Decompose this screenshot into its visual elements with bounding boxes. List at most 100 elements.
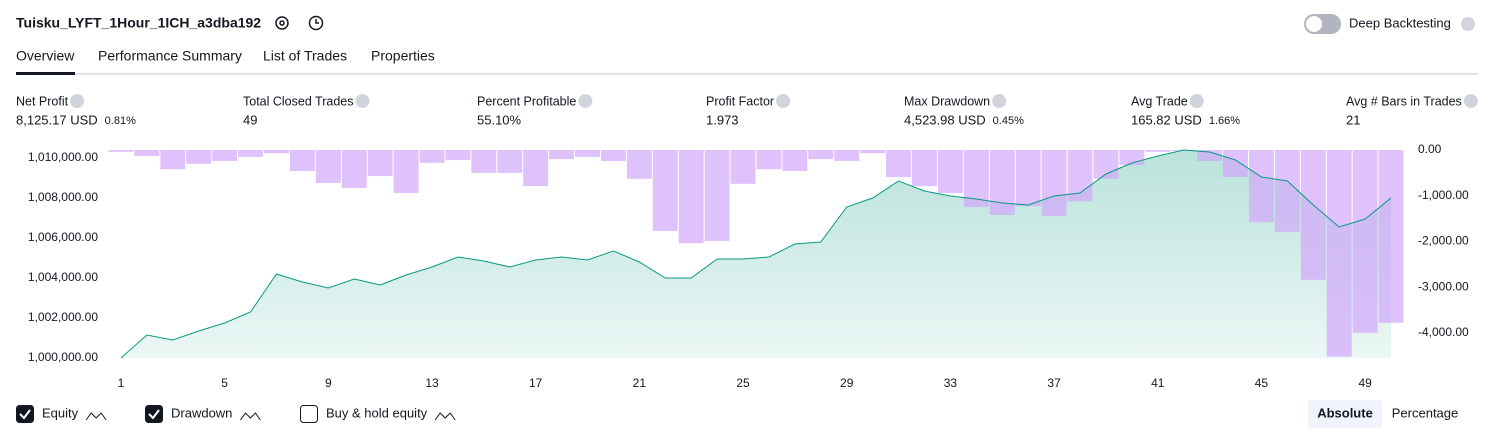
drawdown-bar (808, 150, 834, 160)
tab[interactable]: Overview (16, 48, 75, 64)
drawdown-bar (756, 150, 782, 170)
settings-icon[interactable] (275, 16, 289, 30)
drawdown-bar (575, 150, 600, 157)
drawdown-bar (1352, 150, 1378, 333)
legend-label: Equity (42, 405, 79, 420)
stat-value: 165.82 USD (1131, 112, 1202, 127)
info-icon[interactable] (992, 94, 1007, 108)
help-icon[interactable] (1461, 17, 1475, 31)
drawdown-bar (912, 150, 937, 187)
drawdown-bar (1015, 150, 1041, 207)
legend: Equity Drawdown Buy & hold equity (16, 405, 456, 423)
drawdown-bar (393, 150, 419, 193)
x-tick-label: 25 (736, 376, 750, 390)
stat-label: Avg # Bars in Trades (1346, 94, 1462, 108)
drawdown-bar (678, 150, 704, 244)
x-tick-label: 1 (118, 376, 125, 390)
drawdown-bar (860, 150, 886, 154)
drawdown-bar (367, 150, 393, 177)
stat-percent: 0.81% (105, 115, 136, 127)
stats: Net Profit 8,125.17 USD 0.81% Total Closed … (16, 94, 1478, 127)
checkbox[interactable] (145, 405, 163, 423)
info-icon[interactable] (1189, 94, 1204, 108)
x-tick-label: 49 (1358, 376, 1372, 390)
view-modes: Absolute Percentage (1308, 400, 1458, 428)
x-tick-label: 5 (221, 376, 228, 390)
y-tick-label: 1,004,000.00 (28, 270, 98, 284)
drawdown-bar (108, 150, 134, 152)
y2-tick-label: -3,000.00 (1418, 279, 1469, 293)
drawdown-bar (886, 150, 912, 177)
reload-icon[interactable] (308, 15, 324, 31)
stat-label: Max Drawdown (904, 94, 990, 108)
tab[interactable]: List of Trades (263, 48, 347, 64)
drawdown-bar (652, 150, 678, 231)
stat-value: 55.10% (477, 112, 522, 127)
equity-line (120, 149, 1392, 359)
drawdown-bar (549, 150, 575, 160)
y2-tick-label: 0.00 (1418, 142, 1442, 156)
y-tick-label: 1,010,000.00 (28, 150, 98, 164)
drawdown-bar (315, 150, 341, 183)
drawdown-bar (445, 150, 471, 161)
drawdown-bar (1197, 150, 1223, 161)
y-tick-label: 1,002,000.00 (28, 310, 98, 324)
mode-button[interactable]: Absolute (1317, 405, 1373, 420)
y2-tick-label: -1,000.00 (1418, 188, 1469, 202)
drawdown-bar (600, 150, 626, 161)
stat-label: Profit Factor (706, 94, 774, 108)
y-tick-label: 1,008,000.00 (28, 190, 98, 204)
y2-tick-label: -2,000.00 (1418, 234, 1469, 248)
tabs: Overview Performance Summary List of Trade… (16, 48, 435, 75)
drawdown-bar (782, 150, 808, 172)
x-tick-label: 29 (840, 376, 854, 390)
x-tick-label: 37 (1047, 376, 1061, 390)
drawdown-bar (1274, 150, 1300, 232)
stat-label: Net Profit (16, 94, 69, 108)
chart: 1,000,000.00 1,002,000.00 1,004,000.00 1,00… (28, 142, 1469, 390)
x-tick-label: 21 (633, 376, 647, 390)
legend-label: Buy & hold equity (326, 405, 428, 420)
drawdown-bar (212, 150, 238, 161)
drawdown-bar (419, 150, 445, 163)
legend-icon (85, 412, 107, 421)
drawdown-bar (834, 150, 860, 161)
legend-icon (434, 412, 456, 421)
drawdown-bar (1248, 150, 1274, 223)
drawdown-bar (1326, 150, 1352, 357)
info-icon[interactable] (578, 94, 593, 108)
checkbox[interactable] (16, 405, 34, 423)
tab[interactable]: Performance Summary (98, 48, 242, 64)
drawdown-bar (471, 150, 497, 173)
x-tick-label: 9 (325, 376, 332, 390)
tab-underline (16, 72, 75, 75)
x-tick-label: 13 (425, 376, 439, 390)
stat-value: 21 (1346, 112, 1360, 127)
drawdown-bar (134, 150, 160, 156)
drawdown-bar (1223, 150, 1248, 177)
y-tick-label: 1,006,000.00 (28, 230, 98, 244)
drawdown-bar (523, 150, 549, 187)
info-icon[interactable] (1463, 94, 1478, 108)
drawdown-bar (626, 150, 652, 179)
info-icon[interactable] (355, 94, 370, 108)
drawdown-bar (937, 150, 963, 193)
stat-percent: 0.45% (993, 115, 1024, 127)
x-tick-label: 33 (944, 376, 958, 390)
legend-icon (240, 412, 261, 421)
mode-button[interactable]: Percentage (1392, 405, 1459, 420)
info-icon[interactable] (776, 94, 791, 108)
drawdown-bar (497, 150, 523, 173)
drawdown-bar (1145, 150, 1171, 152)
info-icon[interactable] (70, 94, 85, 108)
drawdown-bar (160, 150, 186, 170)
x-tick-label: 45 (1255, 376, 1269, 390)
y-tick-label: 1,000,000.00 (28, 350, 98, 364)
drawdown-bar (186, 150, 212, 164)
check-mark (148, 409, 160, 420)
checkbox[interactable] (300, 405, 318, 423)
equity-area (120, 150, 1392, 358)
tab[interactable]: Properties (371, 48, 435, 64)
